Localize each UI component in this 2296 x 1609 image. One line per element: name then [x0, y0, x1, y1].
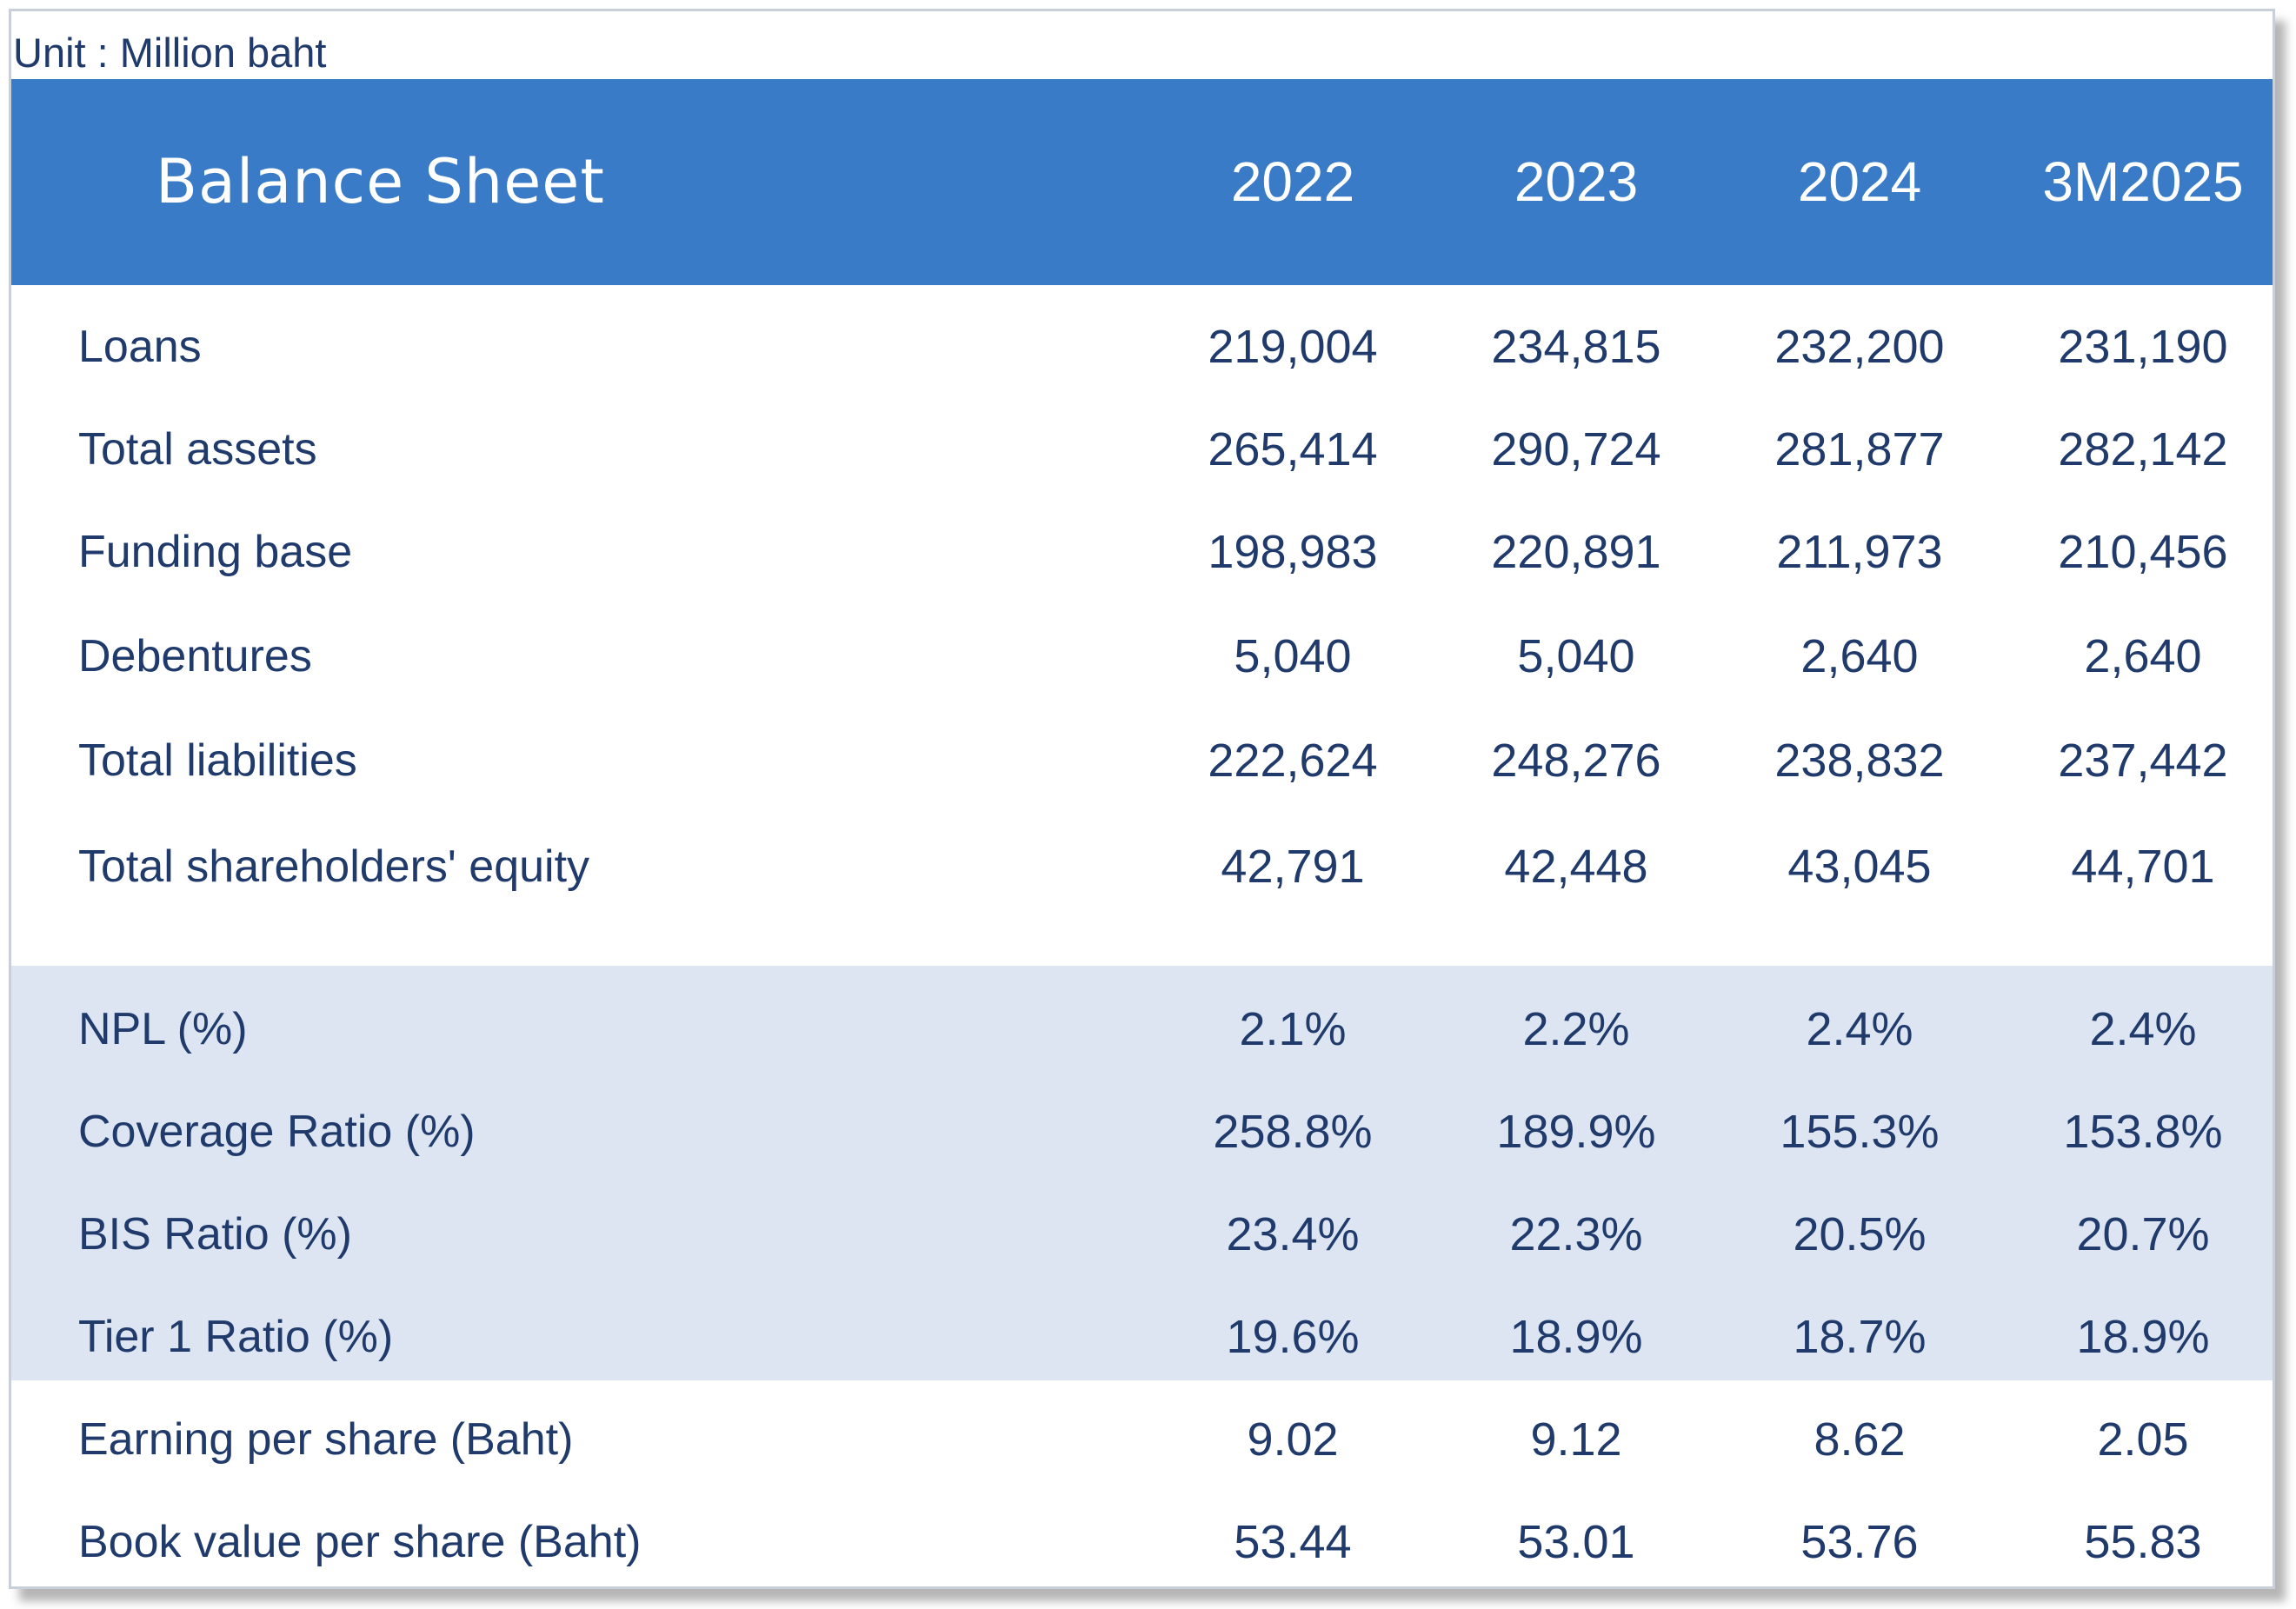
row-label: Tier 1 Ratio (%) [78, 1312, 394, 1362]
row-value: 18.9% [2076, 1311, 2210, 1363]
year-header: 2022 [1230, 150, 1355, 213]
row-value: 210,456 [2058, 526, 2228, 578]
row-label: Loans [78, 322, 202, 372]
row-value: 9.12 [1530, 1413, 1622, 1466]
row-value: 248,276 [1491, 735, 1661, 787]
row-value: 2.05 [2097, 1413, 2189, 1466]
row-value: 265,414 [1208, 423, 1378, 475]
row-value: 282,142 [2058, 423, 2228, 475]
row-value: 9.02 [1247, 1413, 1339, 1466]
table-row: Funding base 198,983 220,891 211,973 210… [11, 501, 2273, 603]
row-value: 42,448 [1504, 841, 1648, 893]
table-header: Balance Sheet 2022 2023 2024 3M2025 [11, 79, 2273, 285]
row-value: 211,973 [1776, 526, 1943, 578]
row-value: 43,045 [1787, 841, 1932, 893]
table-row: Book value per share (Baht) 53.44 53.01 … [11, 1491, 2273, 1593]
row-label: Total shareholders' equity [78, 841, 590, 892]
row-value: 2,640 [2084, 630, 2202, 682]
row-value: 2,640 [1800, 630, 1919, 682]
row-value: 2.2% [1522, 1003, 1630, 1055]
row-value: 220,891 [1491, 526, 1661, 578]
balance-sheet-table: Unit : Million baht Balance Sheet 2022 2… [9, 9, 2275, 1589]
row-value: 23.4% [1226, 1208, 1360, 1260]
table-row: Total liabilities 222,624 248,276 238,83… [11, 709, 2273, 812]
table-row: BIS Ratio (%) 23.4% 22.3% 20.5% 20.7% [11, 1183, 2273, 1286]
row-value: 281,877 [1774, 423, 1945, 475]
row-value: 155.3% [1780, 1106, 1940, 1158]
table-row: Coverage Ratio (%) 258.8% 189.9% 155.3% … [11, 1080, 2273, 1183]
row-value: 5,040 [1517, 630, 1635, 682]
row-value: 290,724 [1491, 423, 1661, 475]
row-value: 232,200 [1774, 321, 1945, 373]
table-row: NPL (%) 2.1% 2.2% 2.4% 2.4% [11, 978, 2273, 1080]
year-header: 2024 [1797, 150, 1922, 213]
row-label: Funding base [78, 527, 353, 577]
row-value: 222,624 [1208, 735, 1378, 787]
table-row: Debentures 5,040 5,040 2,640 2,640 [11, 605, 2273, 708]
row-label: Earning per share (Baht) [78, 1414, 574, 1465]
row-value: 53.01 [1517, 1516, 1635, 1568]
row-value: 53.76 [1800, 1516, 1919, 1568]
row-value: 20.7% [2076, 1208, 2210, 1260]
row-label: Coverage Ratio (%) [78, 1107, 476, 1157]
row-label: Total liabilities [78, 735, 357, 786]
row-label: Book value per share (Baht) [78, 1517, 642, 1567]
row-value: 20.5% [1793, 1208, 1927, 1260]
row-value: 22.3% [1509, 1208, 1643, 1260]
row-value: 238,832 [1774, 735, 1945, 787]
row-value: 237,442 [2058, 735, 2228, 787]
unit-label: Unit : Million baht [13, 30, 327, 76]
row-value: 153.8% [2063, 1106, 2223, 1158]
table-row: Earning per share (Baht) 9.02 9.12 8.62 … [11, 1388, 2273, 1491]
row-value: 18.7% [1793, 1311, 1927, 1363]
table-row: Total assets 265,414 290,724 281,877 282… [11, 398, 2273, 501]
row-value: 42,791 [1221, 841, 1365, 893]
table-row: Loans 219,004 234,815 232,200 231,190 [11, 296, 2273, 398]
row-value: 18.9% [1509, 1311, 1643, 1363]
row-value: 55.83 [2084, 1516, 2202, 1568]
row-value: 2.1% [1239, 1003, 1347, 1055]
row-value: 219,004 [1208, 321, 1378, 373]
row-value: 198,983 [1208, 526, 1378, 578]
row-value: 189.9% [1496, 1106, 1656, 1158]
table-row: Total shareholders' equity 42,791 42,448… [11, 815, 2273, 918]
table-title: Balance Sheet [156, 146, 605, 217]
year-header: 3M2025 [2042, 150, 2244, 213]
row-value: 231,190 [2058, 321, 2228, 373]
row-value: 2.4% [2089, 1003, 2197, 1055]
row-value: 234,815 [1491, 321, 1661, 373]
ratio-section-band [11, 966, 2273, 1380]
year-header: 2023 [1514, 150, 1639, 213]
row-label: NPL (%) [78, 1004, 248, 1054]
row-value: 2.4% [1806, 1003, 1913, 1055]
table-row: Tier 1 Ratio (%) 19.6% 18.9% 18.7% 18.9% [11, 1286, 2273, 1388]
row-value: 44,701 [2071, 841, 2215, 893]
row-label: BIS Ratio (%) [78, 1209, 352, 1260]
row-value: 19.6% [1226, 1311, 1360, 1363]
row-value: 53.44 [1234, 1516, 1352, 1568]
row-label: Debentures [78, 631, 312, 681]
row-value: 5,040 [1234, 630, 1352, 682]
row-value: 258.8% [1213, 1106, 1373, 1158]
row-value: 8.62 [1814, 1413, 1906, 1466]
row-label: Total assets [78, 424, 317, 475]
